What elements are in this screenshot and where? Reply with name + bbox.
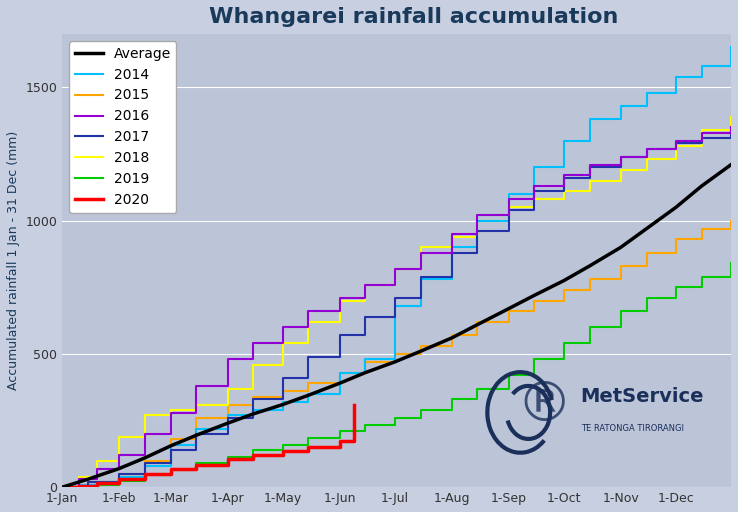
Y-axis label: Accumulated rainfall 1 Jan - 31 Dec (mm): Accumulated rainfall 1 Jan - 31 Dec (mm) <box>7 131 20 390</box>
Legend: Average, 2014, 2015, 2016, 2017, 2018, 2019, 2020: Average, 2014, 2015, 2016, 2017, 2018, 2… <box>69 41 176 212</box>
Text: MetService: MetService <box>581 387 704 406</box>
Text: TE RATONGA TIRORANGI: TE RATONGA TIRORANGI <box>581 424 683 433</box>
Text: Whangarei rainfall accumulation: Whangarei rainfall accumulation <box>210 7 618 27</box>
Text: ®: ® <box>516 379 571 433</box>
